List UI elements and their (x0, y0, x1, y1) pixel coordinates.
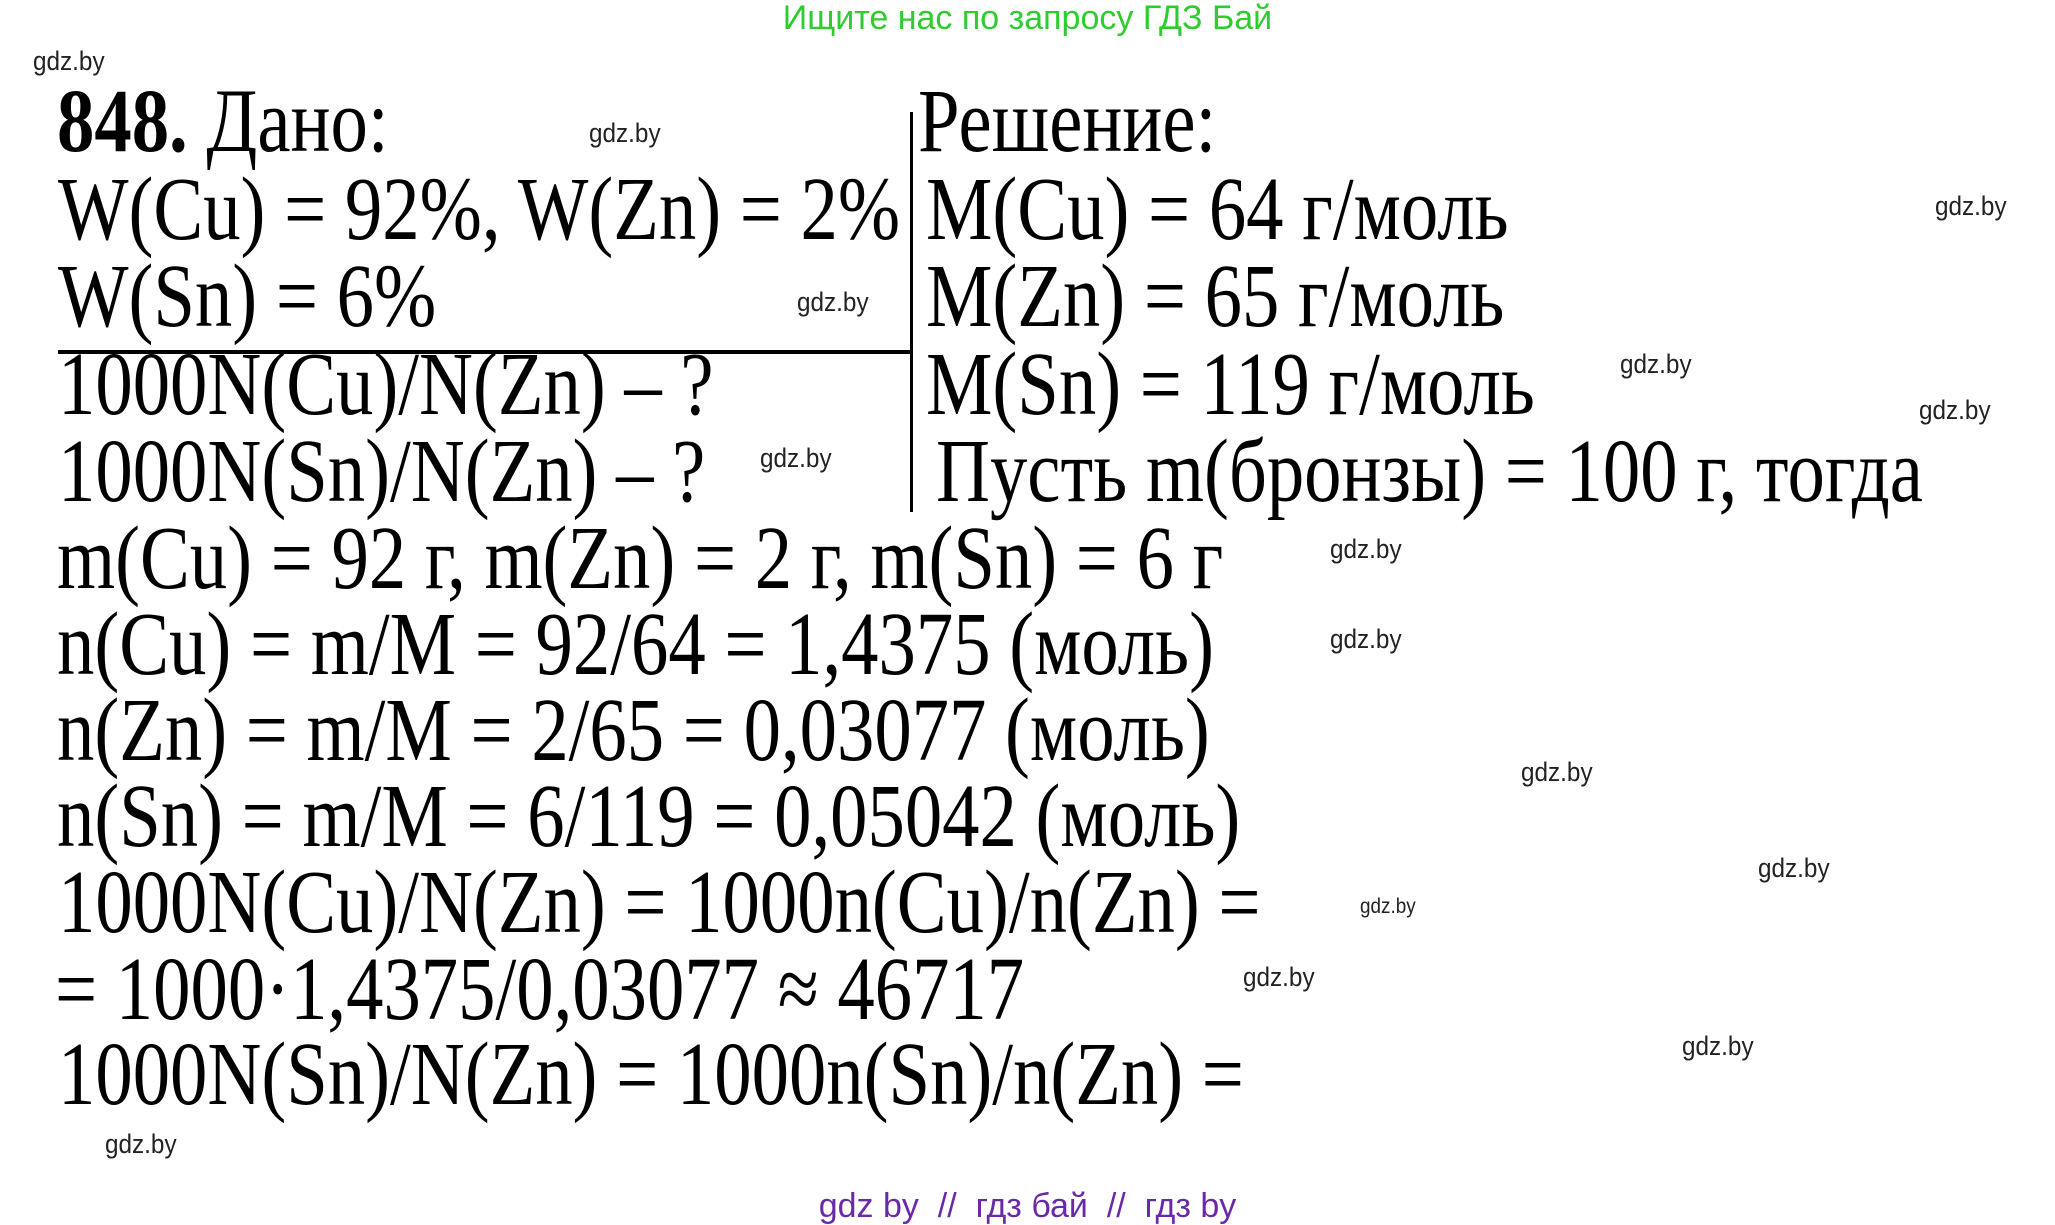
solution-line: 1000N(Cu)/N(Zn) = 1000n(Cu)/n(Zn) = (58, 853, 1261, 952)
solution-line: 1000N(Sn)/N(Zn) = 1000n(Sn)/n(Zn) = (58, 1025, 1244, 1124)
watermark: gdz.by (1521, 757, 1593, 787)
find-line: 1000N(Sn)/N(Zn) – ? (58, 422, 706, 521)
solution-line: n(Cu) = m/M = 92/64 = 1,4375 (моль) (57, 595, 1214, 694)
problem-number: 848. (57, 72, 188, 171)
given-line: W(Sn) = 6% (58, 247, 437, 346)
header-banner: Ищите нас по запросу ГДЗ Бай (782, 0, 1273, 37)
given-label: Дано: (206, 72, 389, 171)
find-line: 1000N(Cu)/N(Zn) – ? (58, 335, 714, 434)
given-line: W(Cu) = 92%, W(Zn) = 2% (58, 160, 901, 259)
watermark: gdz.by (1919, 395, 1991, 425)
given-heading: 848. Дано: (57, 77, 389, 167)
watermark: gdz.by (1682, 1031, 1754, 1061)
solution-label: Решение: (918, 72, 1217, 171)
solution-right-line: M(Sn) = 119 г/моль (926, 335, 1535, 434)
watermark: gdz.by (1243, 962, 1315, 992)
watermark: gdz.by (1330, 534, 1402, 564)
watermark: gdz.by (33, 46, 105, 76)
solution-right-line: M(Zn) = 65 г/моль (926, 247, 1505, 346)
watermark: gdz.by (1360, 895, 1416, 918)
solution-right-line: Пусть m(бронзы) = 100 г, тогда (936, 422, 1923, 521)
watermark: gdz.by (589, 118, 661, 148)
footer-banner: gdz by // гдз бай // гдз by (818, 1187, 1237, 1225)
watermark: gdz.by (1330, 624, 1402, 654)
watermark: gdz.by (1758, 853, 1830, 883)
solution-line: = 1000·1,4375/0,03077 ≈ 46717 (55, 940, 1025, 1039)
column-divider (910, 112, 913, 512)
watermark: gdz.by (797, 287, 869, 317)
solution-line: n(Zn) = m/M = 2/65 = 0,03077 (моль) (57, 681, 1210, 780)
watermark: gdz.by (1620, 349, 1692, 379)
solution-line: m(Cu) = 92 г, m(Zn) = 2 г, m(Sn) = 6 г (57, 509, 1224, 608)
watermark: gdz.by (1935, 191, 2007, 221)
watermark: gdz.by (105, 1129, 177, 1159)
solution-line: n(Sn) = m/M = 6/119 = 0,05042 (моль) (57, 767, 1241, 866)
given-divider (58, 350, 912, 354)
watermark: gdz.by (760, 443, 832, 473)
solution-right-line: M(Cu) = 64 г/моль (926, 160, 1509, 259)
